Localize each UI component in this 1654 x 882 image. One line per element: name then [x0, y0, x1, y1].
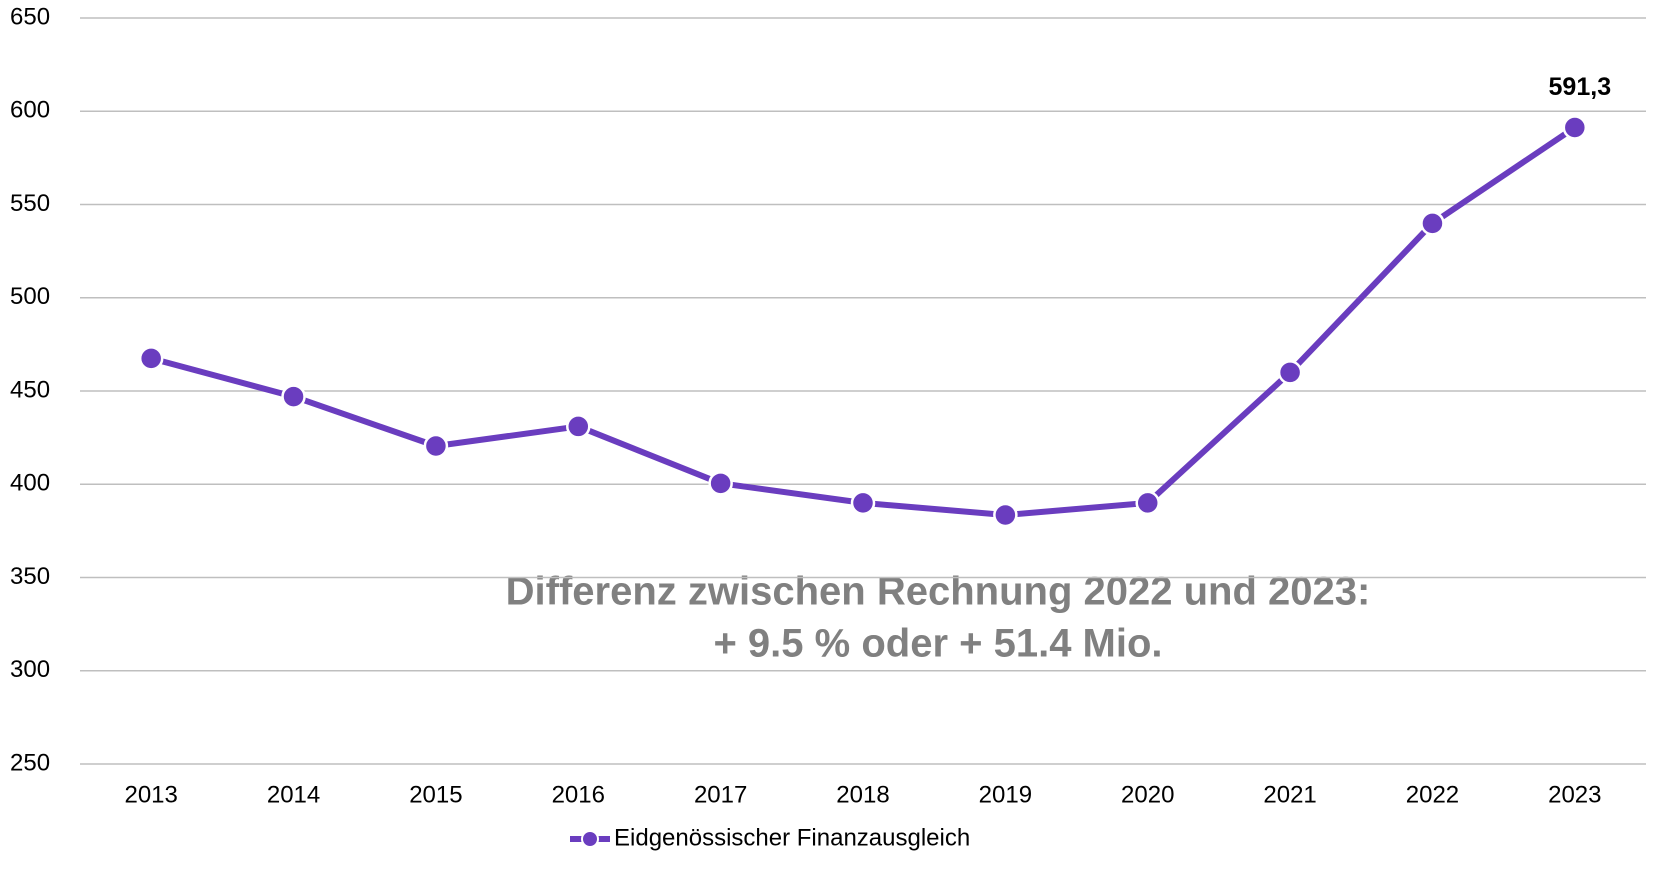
marker [281, 384, 306, 409]
x-tick-label: 2016 [552, 781, 605, 808]
y-tick-label: 650 [10, 3, 50, 30]
legend-label: Eidgenössischer Finanzausgleich [614, 824, 970, 851]
x-tick-label: 2017 [694, 781, 747, 808]
marker [1420, 211, 1445, 236]
y-tick-label: 550 [10, 190, 50, 217]
marker [1562, 115, 1588, 140]
x-tick-label: 2021 [1263, 781, 1316, 808]
y-tick-label: 350 [10, 563, 50, 590]
y-tick-label: 450 [10, 376, 50, 403]
x-tick-label: 2015 [409, 781, 462, 808]
marker [708, 471, 733, 496]
y-tick-label: 500 [10, 283, 50, 310]
x-tick-label: 2014 [267, 781, 320, 808]
y-tick-label: 300 [10, 656, 50, 683]
x-tick-label: 2022 [1406, 781, 1459, 808]
x-tick-label: 2018 [836, 781, 889, 808]
marker [1277, 360, 1303, 385]
x-tick-label: 2019 [979, 781, 1032, 808]
marker [993, 502, 1018, 528]
legend-marker [581, 830, 599, 848]
line [150, 124, 1577, 519]
annotation: Differenz zwischen Rechnung 2022 und 202… [506, 570, 1371, 614]
annotation: + 9.5 % oder + 51.4 Mio. [713, 622, 1162, 666]
x-tick-label: 2020 [1121, 781, 1174, 808]
x-tick-label: 2013 [124, 781, 177, 808]
y-tick-label: 600 [10, 97, 50, 124]
value-label: 591,3 [1549, 73, 1612, 101]
y-tick-label: 250 [10, 749, 50, 776]
x-tick-label: 2023 [1548, 781, 1601, 808]
marker [138, 346, 164, 371]
marker [566, 414, 591, 439]
marker [850, 490, 876, 516]
y-tick-label: 400 [10, 470, 50, 497]
marker [423, 433, 449, 459]
marker [1135, 490, 1160, 516]
